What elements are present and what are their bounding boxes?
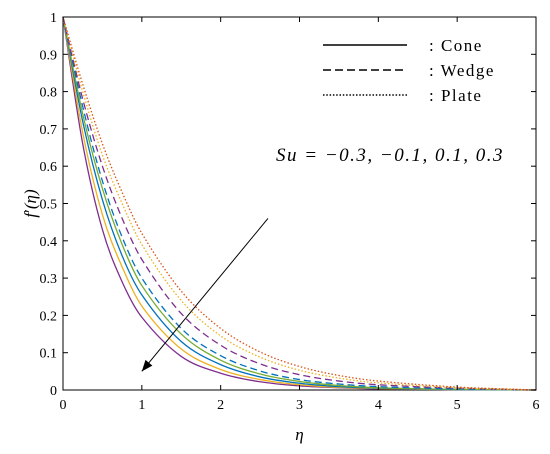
y-tick-label: 0.7	[40, 123, 58, 138]
axis-ticks: 0 1 2 3 4 5 6 0 0.1 0.2 0.3 0.4 0.5 0.6 0.7 0.8 0.9 1	[40, 11, 540, 413]
annotation-arrow	[141, 218, 269, 372]
y-tick-label: 0.5	[40, 198, 58, 213]
series-line-plate-8	[62, 16, 537, 391]
x-tick-label: 0	[60, 398, 67, 413]
y-axis-label-main: f	[21, 211, 40, 218]
y-tick-label: 0.2	[40, 309, 58, 324]
legend-label: : Plate	[429, 86, 482, 105]
x-tick-label: 5	[454, 398, 461, 413]
x-tick-label: 4	[375, 398, 382, 413]
legend-label: : Cone	[429, 36, 483, 55]
x-tick-label: 3	[296, 398, 303, 413]
y-tick-label: 0.1	[40, 347, 58, 362]
arrow-head	[141, 359, 153, 372]
series-line-wedge-5	[62, 16, 537, 391]
y-tick-label: 0.6	[40, 160, 58, 175]
y-tick-label: 0	[50, 384, 57, 399]
legend-label: : Wedge	[429, 61, 495, 80]
y-tick-label: 0.3	[40, 272, 58, 287]
series-line-wedge-6	[62, 16, 537, 391]
x-axis-label: η	[295, 425, 303, 444]
y-tick-label: 0.8	[40, 86, 58, 101]
y-tick-label: 1	[50, 11, 57, 26]
y-axis-label: f′(η)	[21, 189, 40, 218]
y-tick-label: 0.9	[40, 48, 58, 63]
x-tick-label: 6	[533, 398, 540, 413]
series-line-cone-4	[62, 16, 537, 391]
x-tick-label: 1	[138, 398, 145, 413]
y-axis-label-prime: ′	[21, 209, 40, 213]
legend: : Cone : Wedge : Plate	[323, 36, 495, 105]
x-tick-label: 2	[217, 398, 224, 413]
su-annotation: Su = −0.3, −0.1, 0.1, 0.3	[276, 145, 504, 166]
y-axis-label-arg: (η)	[21, 189, 40, 209]
y-tick-label: 0.4	[40, 235, 58, 250]
arrow-shaft	[141, 218, 269, 372]
